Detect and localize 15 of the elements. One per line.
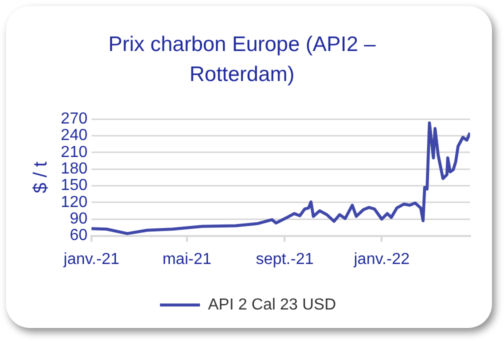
y-axis-title: $ / t xyxy=(30,160,52,194)
y-tick-label: 90 xyxy=(70,210,88,228)
y-tick-label: 210 xyxy=(60,144,88,161)
y-tick-label: 180 xyxy=(60,160,88,178)
x-tick-label: janv.-22 xyxy=(352,250,410,268)
y-tick-label: 240 xyxy=(60,127,88,144)
x-tick-label: mai-21 xyxy=(162,250,212,268)
y-tick-label: 150 xyxy=(60,177,88,194)
x-tick-label: janv.-21 xyxy=(62,250,120,268)
y-tick-label: 60 xyxy=(70,227,88,244)
x-tick-label: sept.-21 xyxy=(256,250,314,268)
y-tick-label: 120 xyxy=(60,194,88,211)
legend-label: API 2 Cal 23 USD xyxy=(208,296,336,314)
y-tick-label: 270 xyxy=(60,110,88,128)
chart-title: Prix charbon Europe (API2 – Rotterdam) xyxy=(107,32,377,88)
